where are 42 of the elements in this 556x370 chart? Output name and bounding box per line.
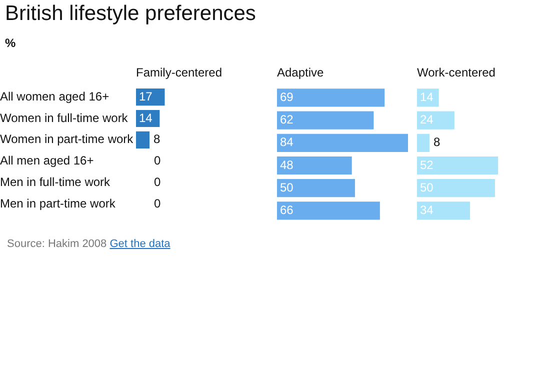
y-tick-label: All women aged 16+ [0,89,110,104]
bar [277,111,374,130]
data-label: 0 [154,175,161,190]
bar [417,134,430,152]
data-label: 62 [280,112,294,127]
bar [277,179,355,198]
data-label: 0 [154,154,161,168]
y-tick-label: All men aged 16+ [0,154,94,168]
chart-title: Adaptive [277,66,324,80]
bar [277,88,385,107]
bar [417,179,495,198]
data-label: 8 [154,132,161,146]
text: Get the data [110,238,170,250]
data-label: 0 [154,196,161,210]
bar [417,111,454,130]
y-tick-label: Women in full-time work [0,110,129,125]
data-label: 50 [280,180,294,194]
data-label: 52 [420,158,434,172]
data-label: 8 [433,135,440,150]
bar [277,134,408,152]
text: % [5,36,16,50]
data-label: 50 [420,180,434,194]
data-label: 17 [139,89,153,104]
chart-title: Work-centered [417,66,496,80]
bar [417,156,498,175]
data-label: 24 [420,112,434,127]
data-label: 66 [280,203,294,218]
bar [277,202,380,220]
bar [277,156,352,175]
data-label: 14 [139,110,153,125]
data-label: 48 [280,158,294,172]
text: British lifestyle preferences [5,2,256,26]
y-tick-label: Women in part-time work [0,132,134,146]
data-label: 34 [420,203,434,218]
chart-title: Family-centered [136,66,222,80]
y-tick-label: Men in full-time work [0,175,112,190]
data-label: 69 [280,90,294,104]
y-tick-label: Men in part-time work [0,196,116,210]
source-note: Source: Hakim 2008 [7,238,107,250]
bar [417,202,470,220]
data-label: 14 [420,90,434,104]
data-label: 84 [280,135,294,150]
